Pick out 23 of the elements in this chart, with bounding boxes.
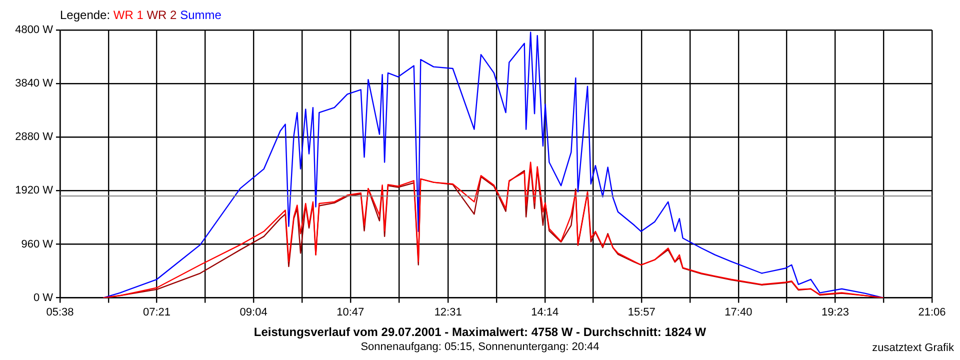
y-tick-label: 4800 W bbox=[15, 24, 54, 36]
legend-title: Legende: bbox=[60, 8, 112, 22]
y-tick-label: 1920 W bbox=[15, 184, 54, 197]
text: Leistungsverlauf vom 29.07.2001 - Maximalwert: 4758 W - Durchschnitt: 1824 W bbox=[252, 325, 708, 339]
x-tick-label: 15:57 bbox=[628, 306, 656, 318]
x-tick-label: 09:04 bbox=[240, 306, 268, 318]
y-tick-label: 2880 W bbox=[15, 131, 54, 144]
y-tick-label: 3840 W bbox=[15, 78, 54, 90]
text: Sonnenaufgang: 05:15, Sonnenuntergang: 20:44 bbox=[360, 341, 600, 353]
text: Summe bbox=[180, 8, 222, 22]
y-tick-label: 0 W bbox=[33, 292, 54, 304]
x-tick-label: 05:38 bbox=[46, 306, 74, 318]
x-tick-label: 14:14 bbox=[531, 306, 559, 318]
text: zusatztext Grafik bbox=[872, 342, 954, 354]
text: WR 2 bbox=[146, 8, 178, 22]
x-tick-label: 10:47 bbox=[336, 306, 364, 318]
text: WR 1 bbox=[113, 8, 144, 22]
x-tick-label: 07:21 bbox=[143, 306, 171, 318]
x-tick-label: 17:40 bbox=[724, 306, 752, 318]
x-tick-label: 19:23 bbox=[821, 306, 849, 318]
x-tick-label: 12:31 bbox=[434, 306, 462, 318]
y-tick-label: 960 W bbox=[21, 238, 54, 250]
x-tick-label: 21:06 bbox=[918, 306, 946, 318]
